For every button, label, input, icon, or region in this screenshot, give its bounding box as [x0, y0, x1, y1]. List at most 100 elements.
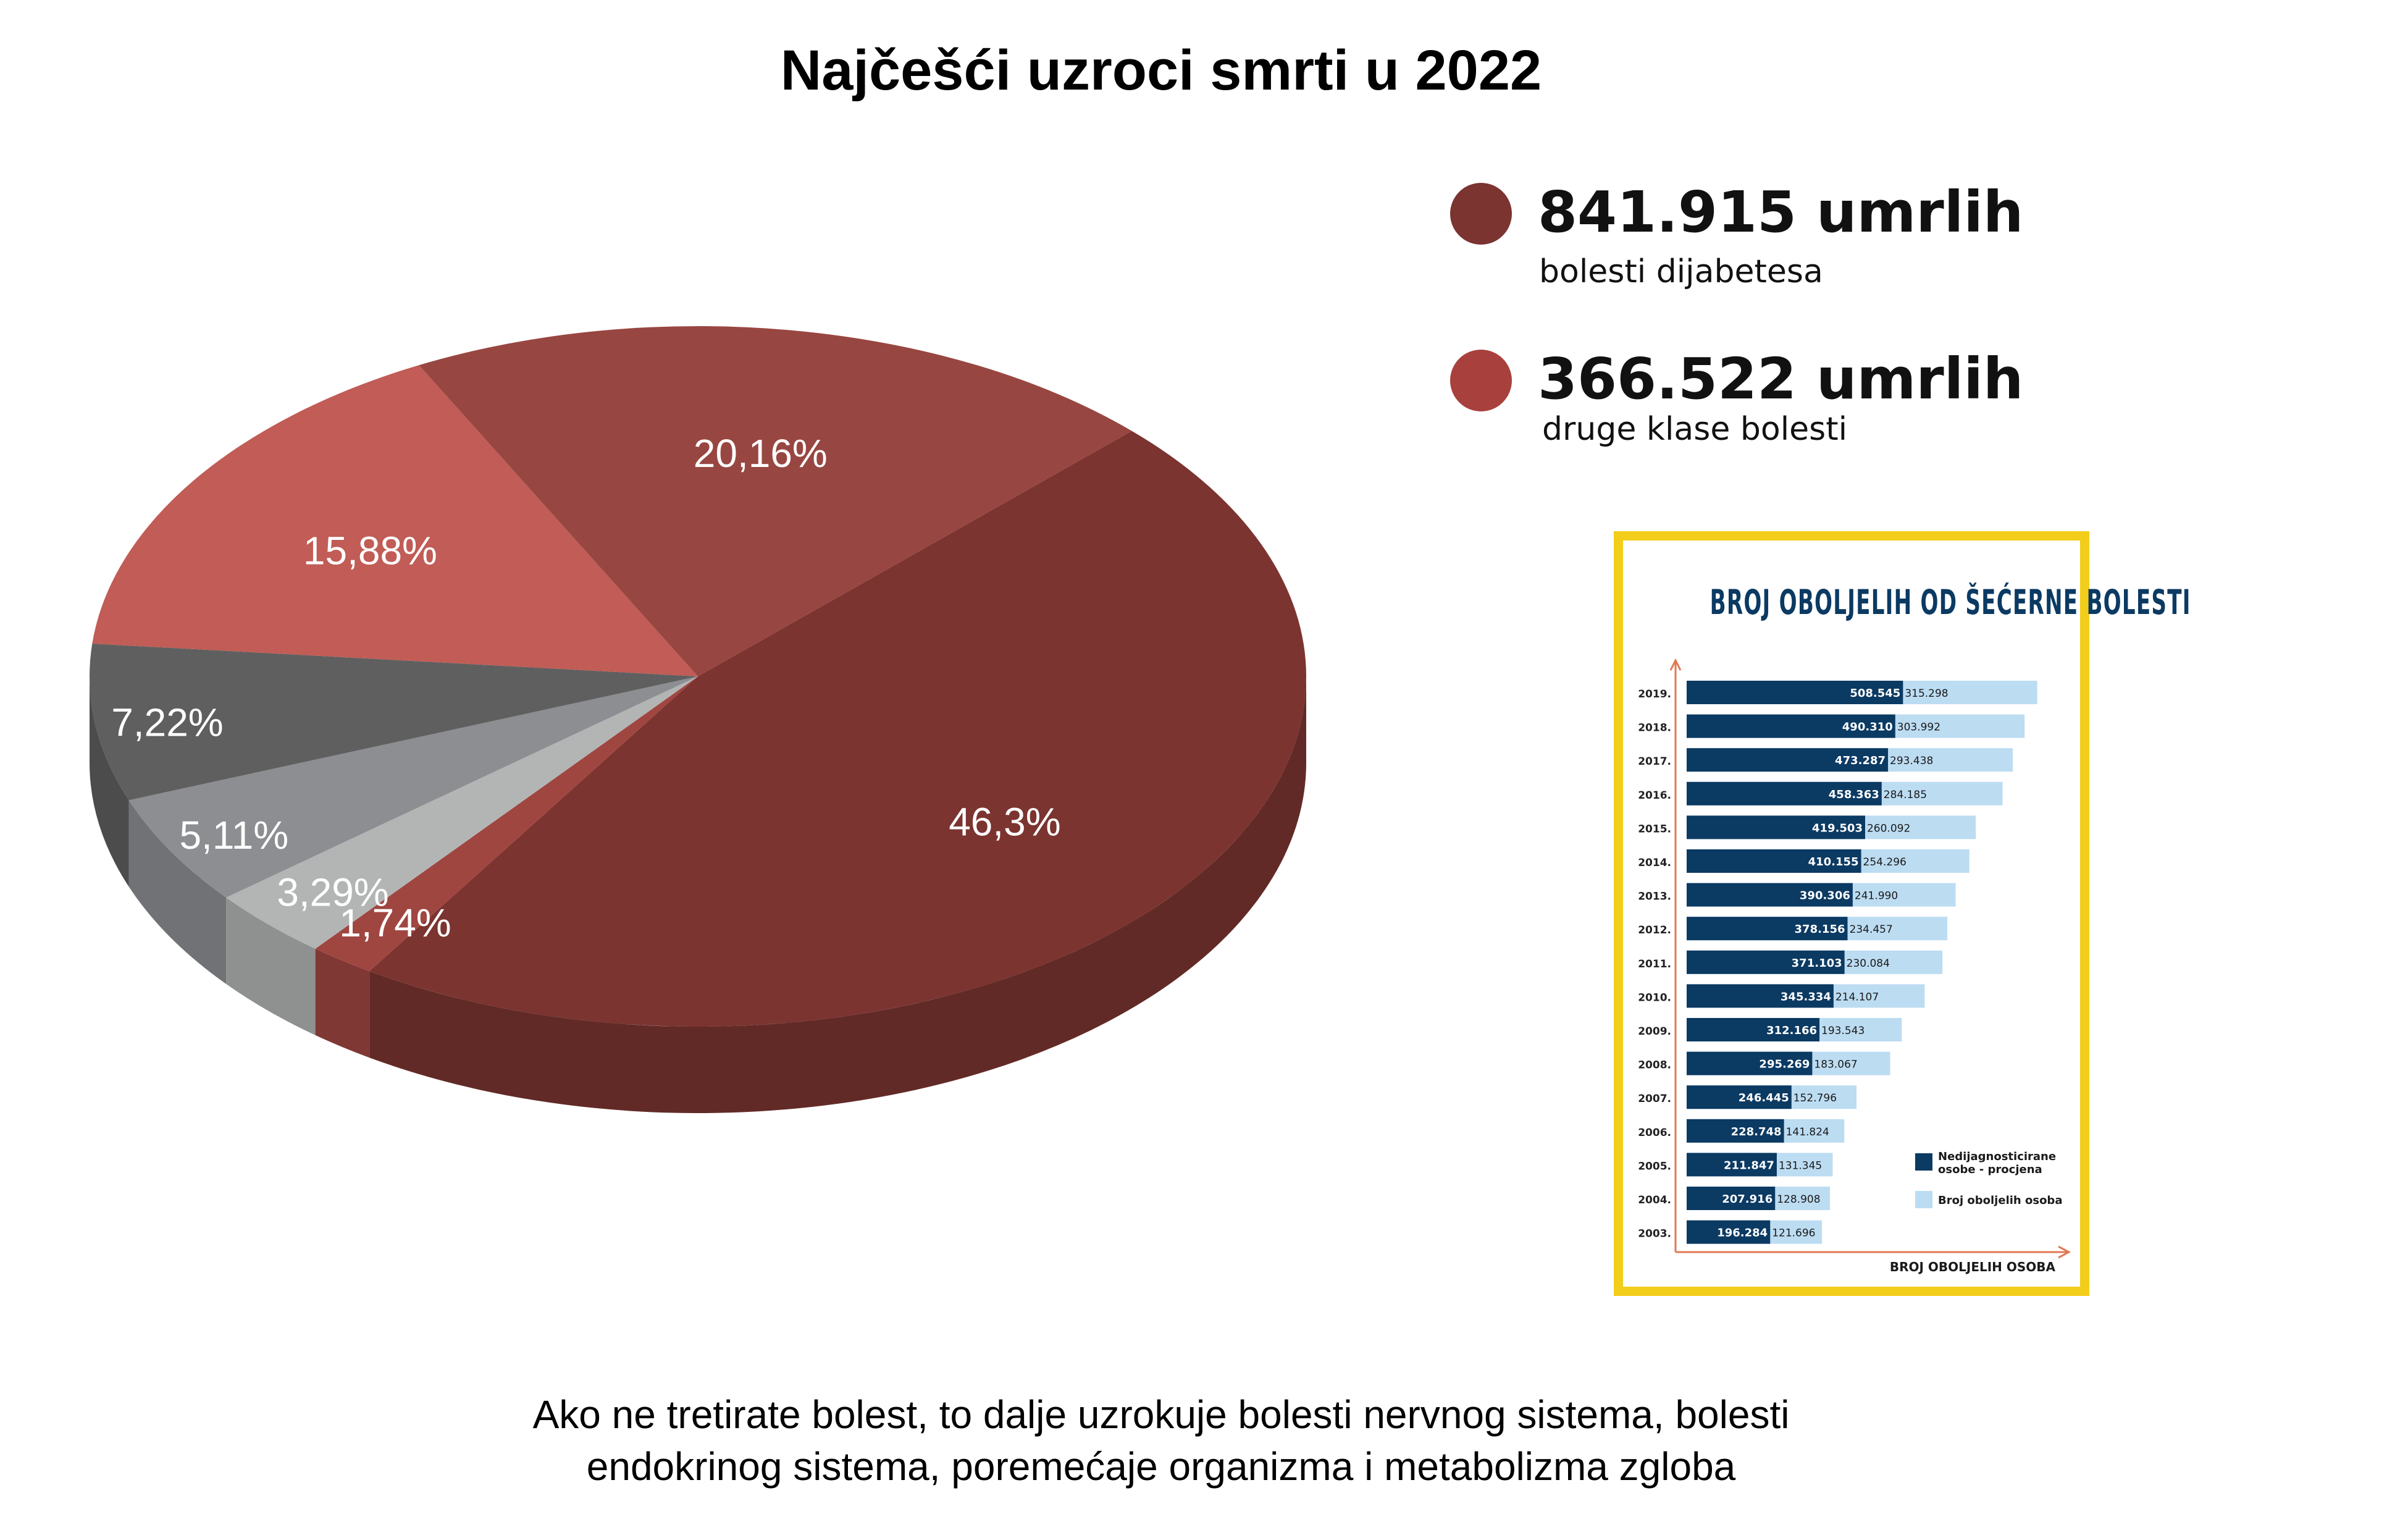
- bar-undiagnosed-label: 345.334: [1781, 990, 1831, 1003]
- bar-undiagnosed: [1687, 1187, 1776, 1210]
- bar-undiagnosed-label: 295.269: [1759, 1058, 1810, 1071]
- inset-x-arrow-icon: [2058, 1245, 2071, 1259]
- bar-year-label: 2017.: [1638, 755, 1671, 768]
- inset-legend-undiagnosed: Nedijagnosticirane: [1938, 1150, 2056, 1163]
- pie-slice-side: [226, 898, 316, 1035]
- bar-undiagnosed-label: 473.287: [1835, 754, 1886, 767]
- legend-value-diabetes: 841.915 umrlih: [1538, 179, 2024, 245]
- bar-year-label: 2009.: [1638, 1025, 1671, 1038]
- pie-slice: [128, 676, 698, 898]
- bar-year-label: 2003.: [1638, 1228, 1671, 1240]
- bar-year-label: 2018.: [1638, 722, 1671, 734]
- bar-year-label: 2016.: [1638, 789, 1671, 802]
- bar-undiagnosed-label: 312.166: [1766, 1024, 1817, 1037]
- pie-slice-label: 7,22%: [111, 700, 223, 745]
- pie-slice-label: 46,3%: [949, 799, 1060, 844]
- legend-label-other: druge klase bolesti: [1542, 411, 1848, 448]
- bar-year-label: 2010.: [1638, 991, 1671, 1004]
- bar-diagnosed-label: 128.908: [1777, 1193, 1820, 1206]
- bar-diagnosed-label: 293.438: [1890, 755, 1933, 767]
- pie-slice-label: 15,88%: [303, 529, 437, 573]
- bar-diagnosed-label: 121.696: [1772, 1227, 1815, 1240]
- bar-undiagnosed-label: 371.103: [1792, 957, 1842, 970]
- bar-undiagnosed-label: 410.155: [1808, 856, 1859, 868]
- pie-slice-side: [128, 800, 227, 985]
- bar-year-label: 2019.: [1638, 688, 1671, 700]
- legend-dot-diabetes: [1450, 183, 1512, 245]
- bar-undiagnosed: [1687, 781, 1882, 805]
- bar-year-label: 2011.: [1638, 958, 1671, 970]
- bar-diagnosed-label: 152.796: [1793, 1092, 1837, 1104]
- bar-diagnosed-label: 260.092: [1867, 822, 1910, 835]
- inset-y-arrow-icon: [1669, 658, 1682, 671]
- pie-slice: [315, 676, 698, 972]
- pie-slice: [226, 676, 698, 949]
- bar-year-label: 2004.: [1638, 1194, 1671, 1206]
- inset-legend-swatch-diagnosed: [1915, 1191, 1932, 1208]
- bar-undiagnosed-label: 458.363: [1829, 788, 1879, 801]
- bar-undiagnosed-label: 419.503: [1812, 822, 1863, 835]
- bar-undiagnosed-label: 378.156: [1795, 923, 1845, 936]
- pie-slice: [369, 431, 1306, 1027]
- bar-undiagnosed: [1687, 984, 1834, 1008]
- pie-slice-label: 20,16%: [694, 431, 828, 476]
- pie-slice-label: 1,74%: [339, 901, 451, 945]
- bar-diagnosed-label: 214.107: [1835, 991, 1879, 1003]
- caption: Ako ne tretirate bolest, to dalje uzroku…: [0, 1389, 2322, 1492]
- bar-undiagnosed-label: 490.310: [1842, 721, 1893, 734]
- inset-bars: 2019. 508.545 315.298 2018. 490.310 303.992 20…: [1638, 658, 2071, 1274]
- pie-slice: [419, 326, 1132, 676]
- pie-chart: 46,3% 1,74%3,29% 5,11% 7,22% 15,88% 20,16%: [90, 326, 1306, 1114]
- bar-undiagnosed: [1687, 849, 1861, 873]
- inset-legend-undiagnosed-2: osobe - procjena: [1938, 1163, 2042, 1176]
- bar-undiagnosed-label: 246.445: [1739, 1091, 1789, 1104]
- inset-bar-chart: BROJ OBOLJELIH OD ŠEĆERNE BOLESTI 2019. 5…: [1614, 531, 2191, 1296]
- bar-year-label: 2008.: [1638, 1059, 1671, 1072]
- pie-slice: [90, 643, 698, 801]
- bar-diagnosed-label: 241.990: [1855, 890, 1898, 902]
- bar-diagnosed-label: 230.084: [1847, 957, 1890, 970]
- bar-diagnosed-label: 234.457: [1850, 923, 1893, 936]
- bar-undiagnosed: [1687, 1085, 1792, 1109]
- bar-diagnosed-label: 315.298: [1905, 688, 1948, 700]
- bar-diagnosed-label: 131.345: [1779, 1159, 1822, 1172]
- bar-undiagnosed: [1687, 1153, 1777, 1177]
- bar-undiagnosed: [1687, 1051, 1813, 1075]
- bar-diagnosed-label: 284.185: [1884, 789, 1927, 801]
- bar-year-label: 2014.: [1638, 857, 1671, 869]
- bar-undiagnosed-label: 228.748: [1731, 1125, 1782, 1138]
- pie-slice-side: [90, 676, 129, 887]
- bar-diagnosed-label: 183.067: [1814, 1059, 1857, 1071]
- bar-undiagnosed: [1687, 950, 1845, 974]
- bar-year-label: 2006.: [1638, 1127, 1671, 1139]
- bar-undiagnosed: [1687, 1220, 1771, 1244]
- pie-slice: [92, 365, 698, 676]
- bar-diagnosed-label: 254.296: [1863, 856, 1907, 868]
- inset-legend-swatch-undiagnosed: [1915, 1153, 1932, 1171]
- bar-undiagnosed-label: 207.916: [1722, 1193, 1772, 1206]
- bar-diagnosed-label: 303.992: [1897, 721, 1940, 734]
- inset-title: BROJ OBOLJELIH OD ŠEĆERNE BOLESTI: [1710, 582, 2191, 622]
- bar-undiagnosed: [1687, 883, 1853, 907]
- bar-year-label: 2005.: [1638, 1160, 1671, 1172]
- bar-diagnosed-label: 193.543: [1821, 1025, 1865, 1037]
- bar-undiagnosed: [1687, 681, 1903, 704]
- pie-slice-label: 3,29%: [277, 870, 388, 914]
- bar-undiagnosed-label: 508.545: [1850, 687, 1900, 700]
- inset-axis-label: BROJ OBOLJELIH OSOBA: [1890, 1260, 2056, 1274]
- bar-undiagnosed: [1687, 748, 1889, 772]
- caption-line-1: Ako ne tretirate bolest, to dalje uzroku…: [532, 1392, 1790, 1437]
- legend-label-diabetes: bolesti dijabetesa: [1539, 253, 1823, 290]
- caption-line-2: endokrinog sistema, poremećaje organizma…: [586, 1444, 1736, 1489]
- pie-slice-side: [315, 948, 370, 1058]
- bar-year-label: 2015.: [1638, 823, 1671, 835]
- legend-dot-other: [1450, 350, 1512, 411]
- bar-undiagnosed: [1687, 1018, 1820, 1041]
- bar-year-label: 2007.: [1638, 1093, 1671, 1105]
- chart-title: Najčešći uzroci smrti u 2022: [780, 39, 1542, 102]
- bar-diagnosed-label: 141.824: [1786, 1126, 1829, 1138]
- bar-undiagnosed: [1687, 815, 1865, 839]
- bar-undiagnosed-label: 196.284: [1717, 1227, 1768, 1240]
- bar-undiagnosed: [1687, 714, 1895, 738]
- bar-undiagnosed-label: 211.847: [1724, 1159, 1774, 1172]
